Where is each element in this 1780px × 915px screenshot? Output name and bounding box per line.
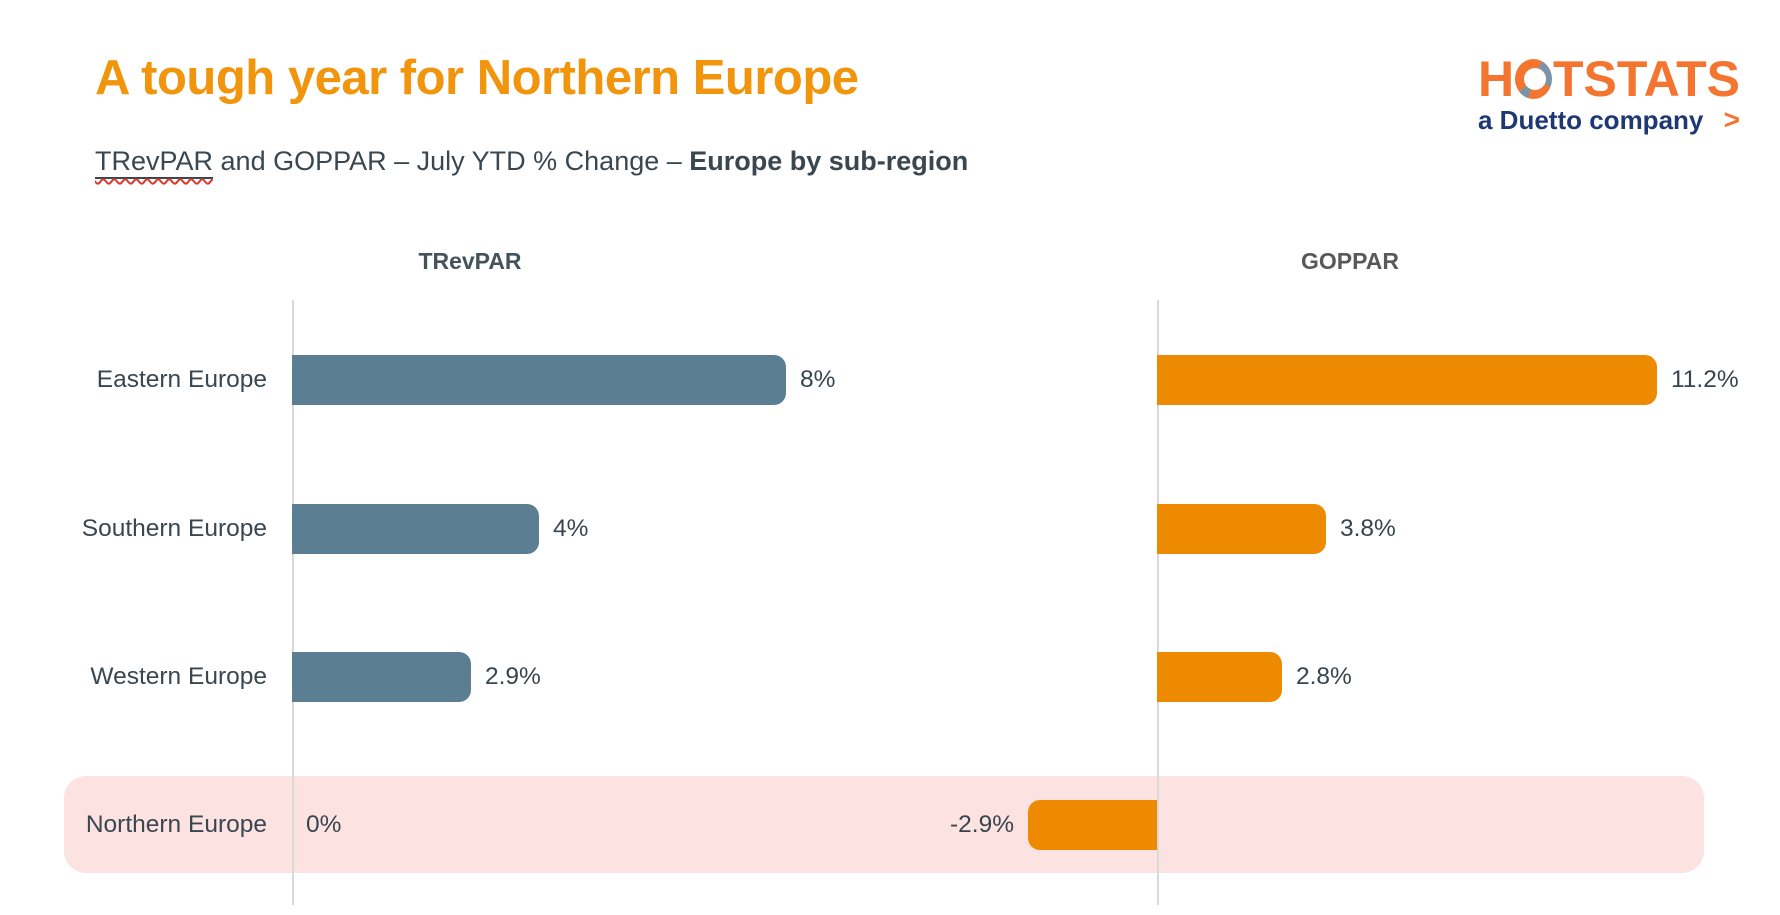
logo-tagline: a Duetto company >: [1478, 104, 1740, 136]
northern-europe-highlight-band: [64, 776, 1704, 873]
goppar-bar: [1157, 504, 1326, 554]
donut-o-icon: [1515, 59, 1552, 99]
goppar-bar: [1028, 800, 1157, 850]
goppar-value-label: 2.8%: [1296, 663, 1352, 690]
subtitle-middle-text: and GOPPAR – July YTD % Change –: [213, 146, 690, 176]
trevpar-bar: [292, 504, 539, 554]
subtitle: TRevPAR and GOPPAR – July YTD % Change –…: [95, 146, 969, 179]
trevpar-value-label: 8%: [800, 366, 836, 393]
subtitle-underlined-term: TRevPAR: [95, 146, 214, 179]
trevpar-value-label: 4%: [553, 515, 589, 542]
goppar-value-label: -2.9%: [949, 811, 1014, 838]
trevpar-value-label: 0%: [306, 811, 342, 838]
goppar-bar: [1157, 652, 1282, 702]
brand-text-after-o: TSTATS: [1552, 51, 1740, 107]
chevron-right-icon: >: [1723, 104, 1740, 135]
category-label: Northern Europe: [85, 811, 267, 838]
trevpar-chart-title: TRevPAR: [418, 248, 522, 274]
trevpar-bar: [292, 652, 471, 702]
category-label: Eastern Europe: [96, 366, 267, 393]
tagline-text: a Duetto company: [1478, 105, 1704, 135]
goppar-chart-title: GOPPAR: [1301, 248, 1399, 274]
page-title: A tough year for Northern Europe: [95, 51, 859, 105]
goppar-axis-line: [1157, 300, 1159, 905]
hotstats-logo: H TSTATS a Duetto company >: [1478, 51, 1740, 136]
trevpar-axis-line: [292, 300, 294, 905]
subtitle-bold-text: Europe by sub-region: [689, 146, 969, 176]
goppar-bar: [1157, 355, 1657, 405]
trevpar-value-label: 2.9%: [485, 663, 541, 690]
hotstats-wordmark: H TSTATS: [1478, 51, 1740, 107]
brand-text-before-o: H: [1478, 51, 1515, 107]
category-label: Western Europe: [90, 663, 267, 690]
goppar-value-label: 11.2%: [1671, 366, 1739, 393]
goppar-value-label: 3.8%: [1340, 515, 1396, 542]
trevpar-bar: [292, 355, 786, 405]
category-label: Southern Europe: [81, 515, 267, 542]
